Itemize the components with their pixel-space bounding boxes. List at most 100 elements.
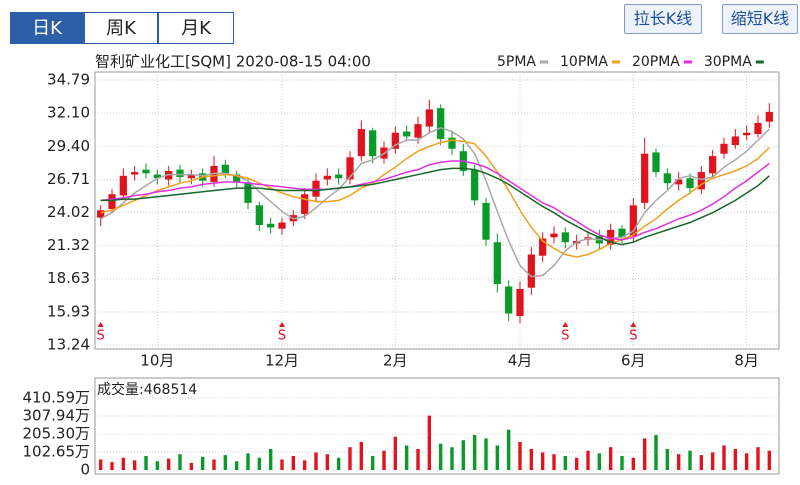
candle-body xyxy=(403,131,411,137)
candle-body xyxy=(754,122,762,134)
tab[interactable]: 周K xyxy=(84,12,158,44)
candle-body xyxy=(607,229,615,245)
y-tick-label: 13.24 xyxy=(47,336,90,354)
candle-body xyxy=(584,237,592,240)
tab[interactable]: 日K xyxy=(10,12,84,44)
candle-body xyxy=(289,215,297,222)
volume-bar xyxy=(586,450,590,470)
volume-bar xyxy=(404,445,409,470)
y-tick-label: 34.79 xyxy=(47,71,90,89)
signal-arrow xyxy=(97,322,104,327)
candle-body xyxy=(357,129,365,157)
volume-bar xyxy=(132,460,137,470)
signal-arrow xyxy=(279,322,285,327)
candle-body xyxy=(108,194,116,209)
ma-line xyxy=(100,127,770,278)
candle-body xyxy=(641,153,649,203)
volume-bar xyxy=(200,456,205,470)
volume-bar xyxy=(744,453,749,470)
y-tick-label: 26.71 xyxy=(47,170,90,188)
candle-body xyxy=(369,130,377,157)
volume-bar xyxy=(495,445,500,470)
volume-frame xyxy=(94,377,780,475)
volume-bar xyxy=(540,452,545,470)
ma-line xyxy=(100,160,770,241)
volume-bar xyxy=(291,455,296,470)
volume-bar xyxy=(155,461,160,470)
candle-body xyxy=(697,172,705,190)
candle-body xyxy=(595,236,603,244)
y-tick-label: 15.93 xyxy=(47,302,90,320)
candle-body xyxy=(323,175,331,180)
candle-body xyxy=(765,111,773,122)
candle-body xyxy=(244,183,252,203)
candle-body xyxy=(573,240,581,244)
legend-label: 10PMA xyxy=(560,54,608,70)
volume-bar xyxy=(246,453,250,470)
candle-body xyxy=(459,151,467,171)
zoom-button[interactable]: 拉长K线 xyxy=(624,4,702,34)
volume-bar xyxy=(302,460,307,470)
y-tick-label: 102.65万 xyxy=(23,442,91,460)
candle-body xyxy=(233,174,241,182)
candle-body xyxy=(516,288,524,316)
candle-body xyxy=(131,172,139,175)
candle-body xyxy=(414,124,422,138)
candle-body xyxy=(301,194,309,214)
candle-body xyxy=(675,179,683,185)
candle-body xyxy=(165,170,173,180)
volume-bar xyxy=(427,415,432,470)
candle-body xyxy=(527,254,535,288)
volume-bar xyxy=(189,462,194,470)
tab[interactable]: 月K xyxy=(158,12,234,44)
volume-bar xyxy=(472,434,477,470)
candle-body xyxy=(629,205,637,237)
candle-body xyxy=(391,132,399,149)
candle-body xyxy=(550,233,558,238)
volume-bar xyxy=(359,441,364,470)
candle-body xyxy=(119,175,127,196)
candle-body xyxy=(561,232,569,243)
candle-body xyxy=(153,174,161,179)
y-tick-label: 410.59万 xyxy=(23,389,91,407)
candle-body xyxy=(199,173,207,181)
volume-bar xyxy=(325,454,330,470)
volume-bar xyxy=(223,455,228,470)
candle-body xyxy=(425,109,433,127)
legend-label: 5PMA xyxy=(497,54,536,70)
candle-body xyxy=(618,228,626,238)
volume-bar xyxy=(110,462,114,470)
volume-bar xyxy=(484,438,488,470)
candle-body xyxy=(176,169,184,178)
x-tick-label: 12月 xyxy=(265,352,299,370)
volume-bar xyxy=(212,459,216,470)
chart-title: 智利矿业化工[SQM] 2020-08-15 04:00 xyxy=(95,53,371,71)
volume-bar xyxy=(608,447,613,470)
candle-body xyxy=(743,132,751,136)
volume-bar xyxy=(280,459,284,470)
signal-label: S xyxy=(629,329,637,344)
volume-bar xyxy=(268,448,273,470)
y-tick-label: 307.94万 xyxy=(23,407,91,425)
plot-frame xyxy=(94,71,780,350)
volume-bar xyxy=(450,447,454,470)
signal-label: S xyxy=(97,329,105,344)
candle-body xyxy=(720,143,728,154)
zoom-button[interactable]: 缩短K线 xyxy=(722,4,798,34)
volume-title: 成交量:468514 xyxy=(97,381,197,398)
candle-body xyxy=(278,222,286,229)
volume-bar xyxy=(767,450,772,470)
legend-label: 30PMA xyxy=(704,54,752,70)
volume-bar xyxy=(529,448,534,470)
candle-body xyxy=(505,286,513,314)
candle-body xyxy=(210,165,218,182)
x-tick-label: 4月 xyxy=(508,352,533,370)
y-tick-label: 205.30万 xyxy=(23,424,91,442)
volume-bar xyxy=(756,447,760,470)
candle-body xyxy=(539,238,547,256)
volume-bar xyxy=(166,458,171,470)
candle-body xyxy=(255,205,263,225)
signal-label: S xyxy=(278,329,286,344)
